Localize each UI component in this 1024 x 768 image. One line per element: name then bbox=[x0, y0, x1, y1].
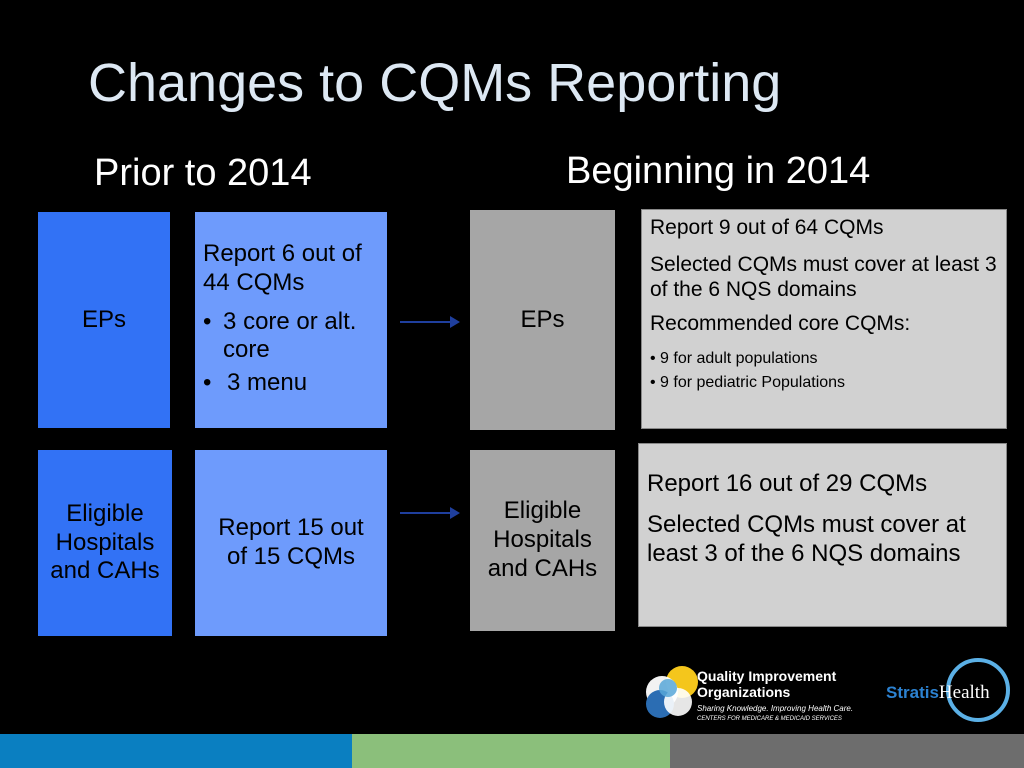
left-column-heading: Prior to 2014 bbox=[94, 152, 312, 194]
beginning-eps-line2: Selected CQMs must cover at least 3 of t… bbox=[650, 252, 997, 301]
beginning-eps-bullet: • 9 for pediatric Populations bbox=[650, 374, 846, 392]
qio-name: Quality Improvement Organizations bbox=[697, 668, 837, 700]
eps-arrow-icon bbox=[400, 316, 460, 328]
prior-hospitals-label: Eligible Hospitals and CAHs bbox=[50, 499, 160, 585]
beginning-eps-line1: Report 9 out of 64 CQMs bbox=[650, 216, 884, 239]
right-column-heading: Beginning in 2014 bbox=[566, 150, 871, 192]
beginning-hospitals-line1: Report 16 out of 29 CQMs bbox=[647, 470, 928, 497]
footer-band-green bbox=[352, 734, 670, 768]
beginning-hospitals-label: Eligible Hospitals and CAHs bbox=[487, 497, 598, 582]
prior-eps-bullet-list: • 3 core or alt. core • 3 menu bbox=[203, 308, 379, 398]
beginning-eps-bullet: • 9 for adult populations bbox=[650, 350, 818, 368]
qio-sub: CENTERS FOR MEDICARE & MEDICAID SERVICES bbox=[697, 716, 842, 722]
prior-hospitals-report: Report 15 out of 15 CQMs bbox=[218, 514, 364, 570]
beginning-hospitals-box: Eligible Hospitals and CAHs bbox=[470, 450, 615, 631]
qio-tagline: Sharing Knowledge. Improving Health Care… bbox=[697, 704, 854, 713]
prior-eps-bullet: • 3 menu bbox=[203, 369, 308, 397]
prior-eps-box: EPs bbox=[38, 212, 170, 428]
hospitals-arrow-icon bbox=[400, 507, 460, 519]
prior-eps-label: EPs bbox=[81, 305, 126, 333]
beginning-hospitals-detail-box: Report 16 out of 29 CQMs Selected CQMs m… bbox=[638, 443, 1007, 627]
qio-logo-icon bbox=[638, 664, 700, 722]
slide-title: Changes to CQMs Reporting bbox=[88, 53, 782, 113]
beginning-eps-line3: Recommended core CQMs: bbox=[650, 312, 911, 336]
prior-eps-detail-box: Report 6 out of 44 CQMs • 3 core or alt. … bbox=[195, 212, 387, 428]
beginning-hospitals-line2: Selected CQMs must cover at least 3 of t… bbox=[647, 510, 966, 567]
beginning-eps-box: EPs bbox=[470, 210, 615, 430]
footer-band-grey bbox=[670, 734, 1024, 768]
prior-hospitals-box: Eligible Hospitals and CAHs bbox=[38, 450, 172, 636]
beginning-eps-bullet-list: • 9 for adult populations • 9 for pediat… bbox=[650, 347, 998, 395]
beginning-eps-detail-box: Report 9 out of 64 CQMs Selected CQMs mu… bbox=[641, 209, 1007, 429]
prior-hospitals-detail-box: Report 15 out of 15 CQMs bbox=[195, 450, 387, 636]
prior-eps-bullet: • 3 core or alt. core bbox=[203, 307, 357, 364]
prior-eps-report: Report 6 out of 44 CQMs bbox=[203, 240, 362, 296]
stratis-health-logo: StratisHealth bbox=[886, 682, 990, 703]
footer-band-blue bbox=[0, 734, 352, 768]
stratis-ring-icon bbox=[946, 658, 1010, 722]
beginning-eps-label: EPs bbox=[520, 305, 565, 333]
